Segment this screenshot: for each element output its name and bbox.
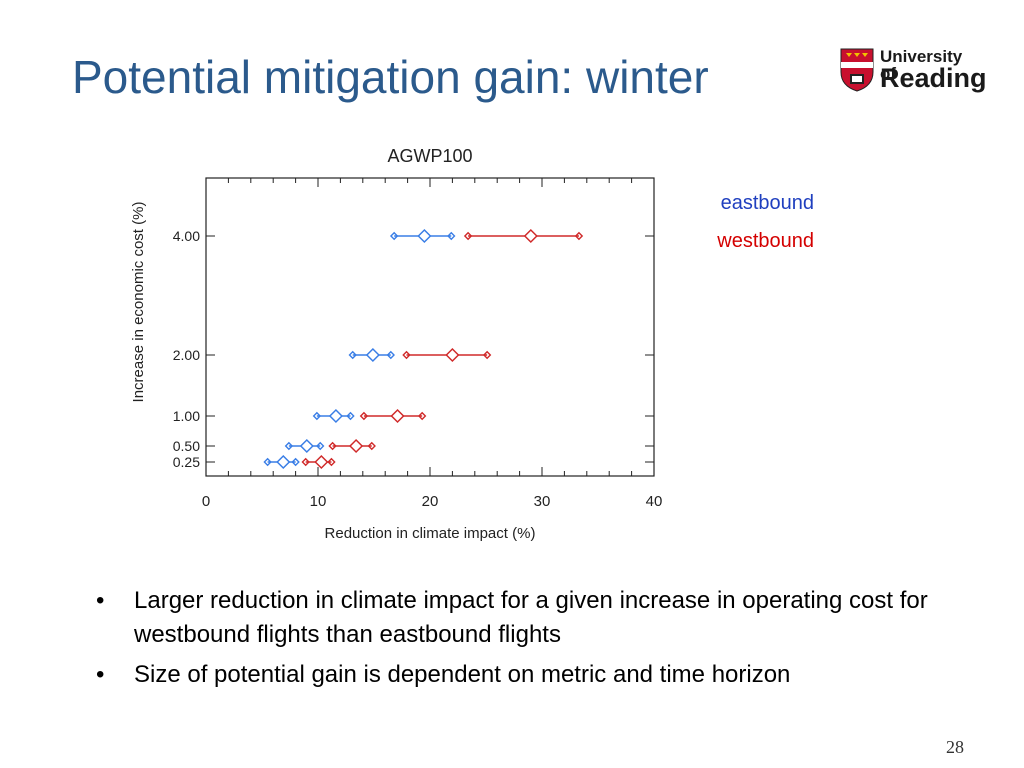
westbound-mid-marker [349,438,364,454]
eastbound-max-marker [291,457,300,467]
eastbound-min-marker [312,411,322,421]
westbound-mid-marker [523,228,538,244]
westbound-min-marker [301,457,310,467]
x-tick-label: 20 [422,493,439,510]
page-number: 28 [946,737,964,757]
logo-line1: University of [880,47,963,83]
eastbound-mid-marker [365,347,380,363]
bullet-item: • Larger reduction in climate impact for… [96,584,976,652]
westbound-max-marker [574,231,584,241]
westbound-min-marker [402,350,411,360]
eastbound-min-marker [284,441,294,451]
x-axis-label: Reduction in climate impact (%) [325,525,536,542]
x-tick-label: 0 [202,493,210,510]
eastbound-mid-marker [276,454,291,470]
legend: eastbound westbound [690,192,814,268]
y-tick-label: 0.25 [173,454,200,470]
bullet-text: Size of potential gain is dependent on m… [134,661,791,688]
x-tick-label: 40 [646,493,663,510]
legend-eastbound: eastbound [720,192,814,214]
y-tick-label: 4.00 [173,228,200,244]
university-logo: University of Reading [840,46,987,96]
crest-icon [840,48,874,92]
y-tick-label: 2.00 [173,347,200,363]
chart-title: AGWP100 [387,146,472,166]
westbound-mid-marker [445,347,460,363]
chart: AGWP100 0 10 20 30 40 0.250.50 1.00 2.00 4.00 Redu… [130,146,663,542]
bullet-text: Larger reduction in climate impact for a… [134,587,928,648]
eastbound-mid-marker [417,228,432,244]
y-axis-label: Increase in economic cost (%) [130,202,147,403]
legend-westbound: westbound [717,230,814,252]
westbound-max-marker [327,457,336,467]
westbound-max-marker [417,411,427,421]
eastbound-max-marker [447,231,456,241]
westbound-max-marker [367,441,376,451]
bullet-list: • Larger reduction in climate impact for… [96,584,976,698]
x-tick-label: 30 [534,493,551,510]
eastbound-mid-marker [299,438,314,454]
bullet-marker: • [96,587,105,614]
bullet-item: • Size of potential gain is dependent on… [96,658,976,692]
westbound-mid-marker [390,408,405,424]
x-tick-label: 10 [310,493,327,510]
bullet-marker: • [96,661,105,688]
eastbound-min-marker [263,457,272,467]
logo-line2: Reading [880,63,987,93]
eastbound-max-marker [346,411,355,421]
westbound-min-marker [463,231,473,241]
eastbound-min-marker [348,350,357,360]
plot-frame [205,177,655,477]
westbound-min-marker [328,441,337,451]
eastbound-min-marker [389,231,399,241]
westbound-max-marker [482,350,492,360]
westbound-min-marker [359,411,369,421]
eastbound-mid-marker [328,408,343,424]
y-tick-label: 1.00 [173,408,200,424]
westbound-mid-marker [314,454,329,470]
y-tick-label: 0.50 [173,438,200,454]
eastbound-max-marker [316,441,325,451]
eastbound-max-marker [386,350,395,360]
slide-title: Potential mitigation gain: winter [72,51,709,103]
